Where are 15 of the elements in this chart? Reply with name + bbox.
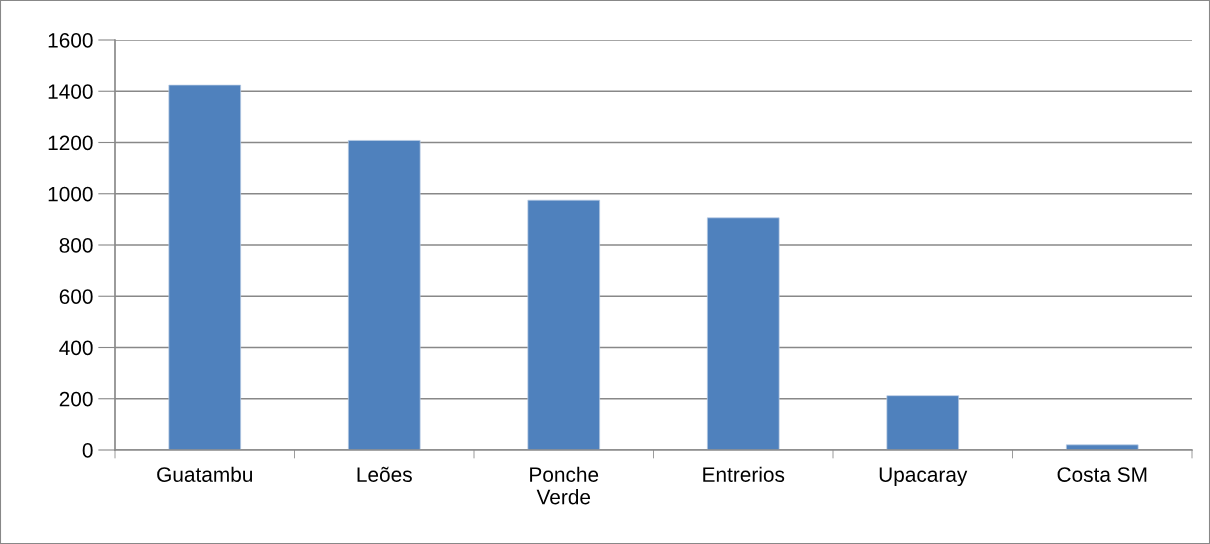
y-tick-label: 1400 [48, 84, 93, 99]
x-tick-label: Costa SM [1057, 467, 1147, 482]
x-tick-label: Ponche Verde [530, 466, 599, 505]
y-tick-label: 1200 [48, 135, 93, 151]
x-tick-label: Entrerios [703, 466, 785, 482]
x-tick-label: Leões [357, 466, 412, 482]
y-tick-label: 600 [59, 289, 93, 304]
y-tick-label: 0 [82, 443, 93, 458]
y-tick-label: 1600 [48, 33, 93, 48]
x-tick-label: Guatambu [157, 466, 253, 482]
y-tick-label: 800 [59, 238, 93, 253]
y-tick-label: 200 [59, 391, 93, 407]
y-tick-label: 1000 [48, 186, 93, 202]
x-tick-label: Upacaray [879, 467, 968, 487]
y-tick-label: 400 [59, 340, 93, 356]
